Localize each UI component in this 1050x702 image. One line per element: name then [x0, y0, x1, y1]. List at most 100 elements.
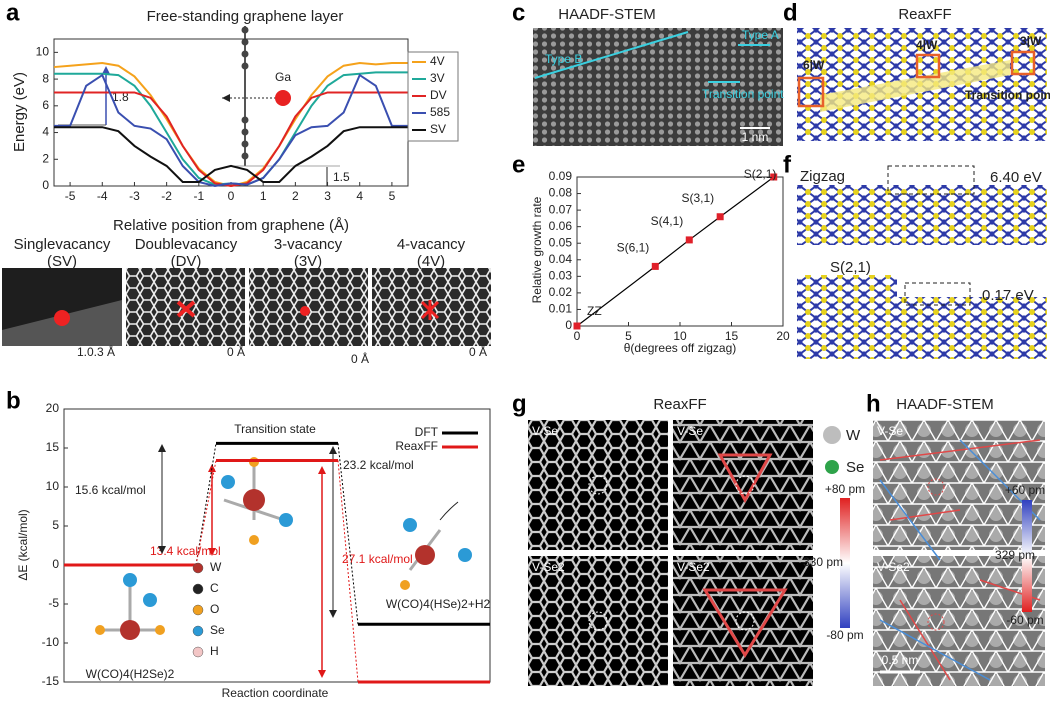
- y-tick-label: -10: [42, 635, 60, 649]
- tile-image: [873, 556, 1045, 686]
- atom-legend-marker: [192, 583, 204, 595]
- point-label: S(4,1): [651, 214, 684, 228]
- label: S(2,1): [830, 259, 871, 276]
- y-tick-label: 6: [42, 98, 49, 112]
- atom-legend-marker: [192, 562, 204, 574]
- structure-image: [797, 297, 1047, 359]
- series-line: [53, 62, 408, 188]
- tile-label: V-Se: [877, 424, 903, 438]
- label: 3|W: [1020, 34, 1042, 48]
- structure-images: [2, 268, 491, 346]
- tile-label: V-Se: [677, 424, 703, 438]
- vacancy-abbr: (SV): [47, 253, 77, 270]
- y-tick-label: 0.07: [549, 202, 573, 216]
- y-tick-label: 0.08: [549, 186, 573, 200]
- scale-label: 0.5 nm: [882, 653, 919, 667]
- molecules: [95, 457, 472, 640]
- structure-image: [797, 185, 1047, 245]
- y-tick-label: 0.09: [549, 169, 573, 183]
- label: 6.40 eV: [990, 169, 1042, 186]
- colorbar: [1022, 500, 1032, 612]
- x-tick-label: 4: [356, 189, 363, 203]
- legend-label: DFT: [415, 425, 439, 439]
- tile-label: V-Se: [532, 424, 558, 438]
- x-tick-label: 10: [673, 329, 687, 343]
- atom-legend-marker: [192, 625, 204, 637]
- series-line: [54, 73, 408, 188]
- panel-letter: a: [6, 0, 20, 26]
- point: [716, 213, 724, 221]
- label: Transition point: [965, 88, 1050, 102]
- point-label: S(6,1): [617, 241, 650, 255]
- x-axis-label: θ(degrees off zigzag): [624, 341, 737, 355]
- tile-label: V-Se2: [677, 560, 710, 574]
- legend-label: 4V: [430, 54, 445, 68]
- annotation: 1.8: [112, 90, 129, 104]
- panel-letter: e: [512, 151, 525, 178]
- y-axis-label: ΔE (kcal/mol): [16, 509, 30, 580]
- connector: [337, 460, 359, 683]
- structure-image: [797, 275, 897, 297]
- vacancy-name: Doublevacancy: [135, 236, 238, 253]
- legend-label: ReaxFF: [395, 439, 438, 453]
- atom-legend-marker: [823, 426, 841, 444]
- atom-legend-label: Se: [210, 623, 225, 637]
- colorbar-label: +60 pm: [1005, 483, 1045, 497]
- colorbar-label: -60 pm: [1006, 613, 1043, 627]
- vacancy-marker: [927, 478, 945, 496]
- y-tick-label: 15: [46, 440, 60, 454]
- y-tick-label: 10: [36, 45, 50, 59]
- legend-label: 3V: [430, 71, 445, 85]
- label: Type B: [545, 52, 582, 66]
- y-tick-label: -5: [48, 596, 59, 610]
- atom-legend-marker: [192, 646, 204, 658]
- x-tick-label: -2: [161, 189, 172, 203]
- panel-title: HAADF-STEM: [896, 396, 994, 413]
- vacancy-marker: [735, 611, 755, 631]
- x-tick-label: -5: [65, 189, 76, 203]
- colorbar-label: 329 pm: [995, 548, 1035, 562]
- label: 0.17 eV: [982, 287, 1034, 304]
- x-tick-label: -4: [97, 189, 108, 203]
- y-tick-label: 0: [42, 178, 49, 192]
- y-tick-label: 0.01: [549, 302, 573, 316]
- point-label: ZZ: [587, 304, 602, 318]
- point: [685, 236, 693, 244]
- annotation: Transition state: [234, 422, 316, 436]
- y-tick-label: 0: [565, 318, 572, 332]
- graphene-chain: [222, 26, 291, 166]
- x-tick-label: 2: [292, 189, 299, 203]
- legend-label: 585: [430, 105, 450, 119]
- legend-label: SV: [430, 122, 446, 136]
- panel-title: ReaxFF: [898, 6, 951, 23]
- tile-image: [528, 556, 668, 686]
- label: Type A: [742, 28, 779, 42]
- x-tick-label: -1: [193, 189, 204, 203]
- panel-letter: d: [783, 0, 798, 26]
- point: [651, 262, 659, 270]
- panel-letter: f: [783, 151, 792, 178]
- annotation: 23.2 kcal/mol: [343, 458, 414, 472]
- y-tick-label: 2: [42, 151, 49, 165]
- tile-label: V-Se2: [532, 560, 565, 574]
- y-tick-label: 4: [42, 125, 49, 139]
- highlight: [879, 439, 1041, 681]
- series-line: [54, 91, 408, 188]
- y-axis-label: Relative growth rate: [530, 196, 544, 303]
- molecule-label: W(CO)4(H2Se)2: [86, 667, 175, 681]
- atom-legend-label: C: [210, 581, 219, 595]
- colorbar: [840, 498, 850, 628]
- tile-image: [528, 420, 668, 550]
- point-label: S(2,1): [744, 167, 777, 181]
- x-tick-label: 5: [389, 189, 396, 203]
- vacancy-marker: [927, 613, 945, 631]
- y-tick-label: 20: [46, 401, 60, 415]
- scale-label: 0 Å: [469, 344, 487, 359]
- x-axis-label: Reaction coordinate: [222, 686, 329, 700]
- x-tick-label: 3: [324, 189, 331, 203]
- y-tick-label: 8: [42, 71, 49, 85]
- vacancy-name: 4-vacancy: [397, 236, 466, 253]
- annotation: 15.6 kcal/mol: [75, 483, 146, 497]
- x-tick-label: 0: [574, 329, 581, 343]
